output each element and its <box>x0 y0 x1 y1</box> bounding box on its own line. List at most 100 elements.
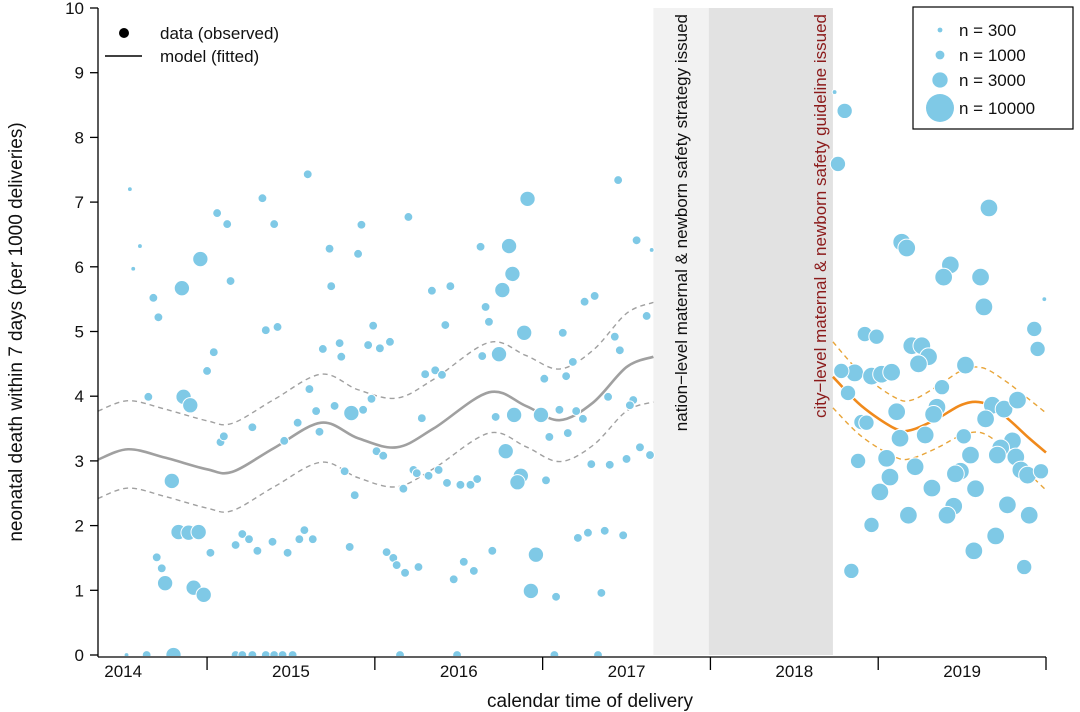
data-point <box>416 413 427 424</box>
data-point <box>458 556 469 567</box>
data-point <box>247 422 258 433</box>
data-point <box>349 490 360 501</box>
data-point <box>413 562 424 572</box>
data-point <box>583 527 593 538</box>
data-point <box>922 478 942 498</box>
data-point <box>614 345 625 356</box>
data-points <box>123 89 1050 664</box>
data-point <box>494 281 511 299</box>
data-point <box>516 324 533 341</box>
data-point <box>279 435 290 446</box>
data-point <box>353 248 363 259</box>
data-point <box>222 219 233 230</box>
x-tick-label: 2019 <box>943 662 981 681</box>
period-band-0 <box>653 8 709 655</box>
data-point <box>500 237 518 255</box>
data-point <box>915 425 935 445</box>
data-point <box>307 534 318 545</box>
data-point <box>561 371 572 382</box>
data-point <box>937 505 957 525</box>
data-point <box>1026 320 1043 338</box>
data-point <box>994 399 1014 419</box>
data-point <box>208 347 219 358</box>
size-legend-label: n = 1000 <box>959 46 1026 65</box>
y-tick-label: 5 <box>75 323 84 342</box>
data-point <box>304 384 315 395</box>
data-point <box>897 238 917 258</box>
data-point <box>423 470 434 481</box>
data-point <box>257 193 268 204</box>
data-point <box>645 450 655 461</box>
data-point <box>557 327 568 338</box>
data-point <box>505 406 523 424</box>
data-point <box>979 198 999 218</box>
data-point <box>130 265 137 272</box>
data-point <box>567 356 578 367</box>
data-point <box>411 468 422 479</box>
data-point <box>272 322 283 332</box>
data-point <box>522 582 540 600</box>
data-point <box>465 479 476 490</box>
data-point <box>849 452 867 470</box>
data-point <box>326 281 337 292</box>
data-point <box>374 343 385 354</box>
data-point <box>484 316 494 327</box>
data-point <box>870 482 890 502</box>
period-band-1 <box>708 8 833 655</box>
data-point <box>956 355 975 375</box>
data-point <box>363 340 374 351</box>
data-point <box>497 443 514 460</box>
data-point <box>532 406 550 424</box>
data-point <box>909 354 928 374</box>
data-point <box>468 565 479 576</box>
data-point <box>1008 390 1027 410</box>
data-point <box>442 477 452 488</box>
data-point <box>899 505 918 525</box>
y-tick-label: 4 <box>75 387 84 406</box>
data-point <box>586 459 597 470</box>
data-point <box>554 404 565 415</box>
period-shading <box>653 8 833 655</box>
data-point <box>420 369 431 380</box>
data-point <box>599 525 610 536</box>
y-tick-label: 10 <box>65 0 84 18</box>
data-point <box>976 409 995 429</box>
data-point <box>504 265 521 283</box>
data-point <box>934 267 954 287</box>
data-point <box>986 526 1006 546</box>
data-point <box>955 428 972 445</box>
legend-data-marker <box>119 28 129 38</box>
data-point <box>833 362 850 380</box>
data-point <box>445 281 456 292</box>
y-tick-label: 7 <box>75 193 84 212</box>
data-point <box>635 442 645 453</box>
data-point <box>329 400 340 411</box>
data-point <box>974 297 994 317</box>
line-legend: data (observed) model (fitted) <box>105 24 279 66</box>
data-point <box>173 279 191 297</box>
data-point <box>596 587 607 598</box>
y-axis-ticks: 0 1 2 3 4 5 6 7 8 9 10 <box>65 0 98 665</box>
x-tick-label: 2015 <box>272 662 310 681</box>
data-point <box>371 446 382 457</box>
data-point <box>480 301 491 312</box>
data-point <box>541 475 551 486</box>
data-point <box>604 459 615 470</box>
data-point <box>527 546 545 563</box>
data-point <box>381 547 392 558</box>
data-point <box>269 219 280 230</box>
data-point <box>1029 340 1046 358</box>
data-point <box>267 536 278 547</box>
y-tick-label: 9 <box>75 64 84 83</box>
data-point <box>839 384 857 402</box>
data-point <box>868 328 885 345</box>
data-point <box>455 479 466 490</box>
y-tick-label: 8 <box>75 128 84 147</box>
axis-mask <box>98 656 1050 686</box>
data-point <box>890 428 910 448</box>
data-point <box>156 575 174 592</box>
data-point <box>314 426 325 437</box>
data-point <box>579 296 590 307</box>
data-point <box>260 325 271 336</box>
